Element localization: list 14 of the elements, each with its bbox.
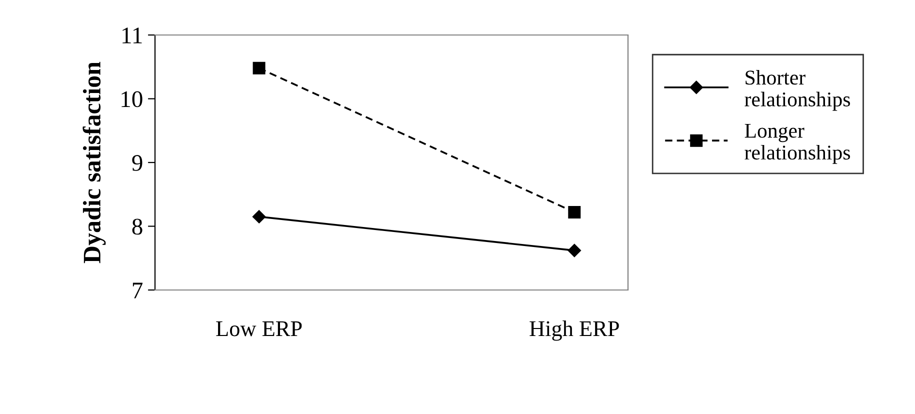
y-tick-label: 10 [122,91,142,108]
y-axis-title: Dyadic satisfaction [82,62,106,264]
y-tick-label: 8 [132,218,142,235]
y-tick-label: 11 [122,28,142,44]
y-tick-label: 9 [132,155,142,171]
x-tick-label: Low ERP [216,321,302,336]
point [568,206,581,218]
point [252,62,266,74]
legend-label: Shorter relationships [744,70,850,111]
point [252,210,266,224]
legend-label: Longer relationships [744,124,850,164]
x-tick-label: High ERP [530,320,619,341]
y-tick-label: 7 [132,282,143,298]
point [568,244,581,258]
